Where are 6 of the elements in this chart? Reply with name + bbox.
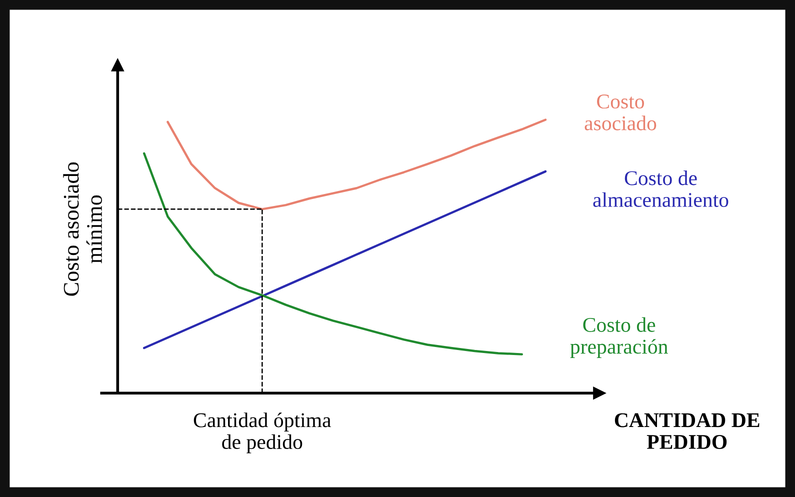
- x-axis-title: CANTIDAD DE PEDIDO: [614, 413, 760, 450]
- y-axis-title: Costo asociado mínimo: [63, 162, 102, 296]
- text: Costo de preparación: [570, 317, 668, 358]
- text: Costo de almacenamiento: [593, 170, 728, 207]
- text: Cantidad óptima de pedido: [194, 412, 332, 454]
- series-label: Costo asociado: [584, 94, 656, 130]
